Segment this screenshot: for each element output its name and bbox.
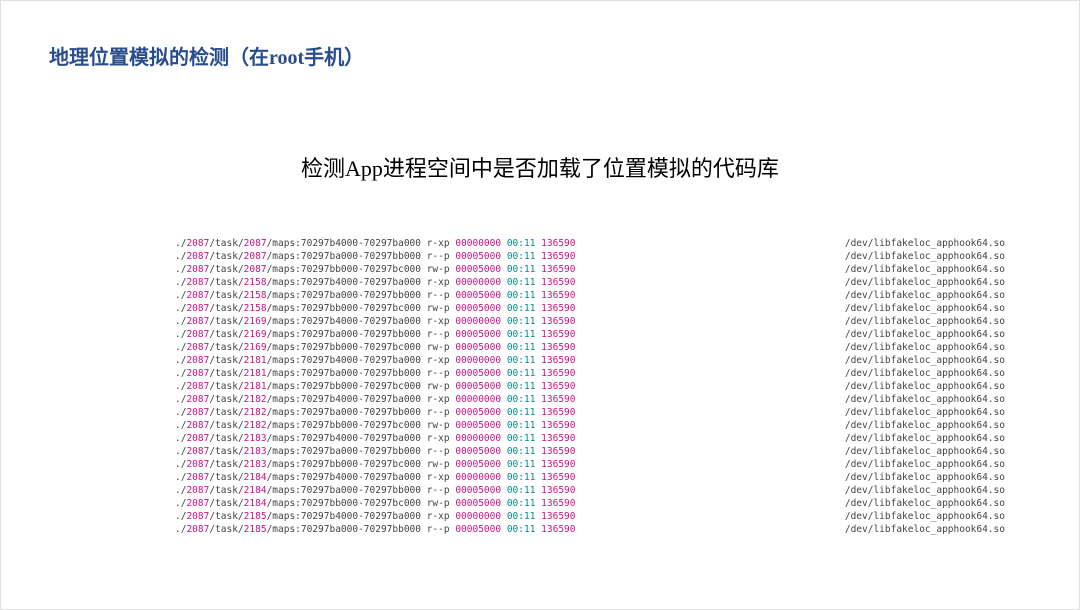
- terminal-row: ./2087/task/2181/maps:70297b4000-70297ba…: [175, 354, 1005, 367]
- terminal-row-left: ./2087/task/2184/maps:70297ba000-70297bb…: [175, 484, 575, 497]
- terminal-row: ./2087/task/2158/maps:70297ba000-70297bb…: [175, 289, 1005, 302]
- terminal-row-path: /dev/libfakeloc_apphook64.so: [845, 445, 1005, 458]
- terminal-row: ./2087/task/2184/maps:70297ba000-70297bb…: [175, 484, 1005, 497]
- terminal-row: ./2087/task/2181/maps:70297ba000-70297bb…: [175, 367, 1005, 380]
- terminal-row-path: /dev/libfakeloc_apphook64.so: [845, 432, 1005, 445]
- terminal-row-path: /dev/libfakeloc_apphook64.so: [845, 471, 1005, 484]
- terminal-row-path: /dev/libfakeloc_apphook64.so: [845, 328, 1005, 341]
- terminal-row: ./2087/task/2182/maps:70297b4000-70297ba…: [175, 393, 1005, 406]
- terminal-row: ./2087/task/2182/maps:70297ba000-70297bb…: [175, 406, 1005, 419]
- terminal-row-path: /dev/libfakeloc_apphook64.so: [845, 289, 1005, 302]
- terminal-row-path: /dev/libfakeloc_apphook64.so: [845, 250, 1005, 263]
- terminal-row-path: /dev/libfakeloc_apphook64.so: [845, 484, 1005, 497]
- terminal-row-left: ./2087/task/2169/maps:70297b4000-70297ba…: [175, 315, 575, 328]
- terminal-row: ./2087/task/2185/maps:70297b4000-70297ba…: [175, 510, 1005, 523]
- page-subtitle: 检测App进程空间中是否加载了位置模拟的代码库: [1, 151, 1079, 183]
- terminal-row: ./2087/task/2183/maps:70297b4000-70297ba…: [175, 432, 1005, 445]
- terminal-row-left: ./2087/task/2169/maps:70297bb000-70297bc…: [175, 341, 575, 354]
- terminal-row: ./2087/task/2184/maps:70297b4000-70297ba…: [175, 471, 1005, 484]
- terminal-row-left: ./2087/task/2182/maps:70297bb000-70297bc…: [175, 419, 575, 432]
- terminal-row: ./2087/task/2169/maps:70297b4000-70297ba…: [175, 315, 1005, 328]
- terminal-row-left: ./2087/task/2185/maps:70297ba000-70297bb…: [175, 523, 575, 536]
- terminal-row: ./2087/task/2158/maps:70297b4000-70297ba…: [175, 276, 1005, 289]
- terminal-row: ./2087/task/2169/maps:70297ba000-70297bb…: [175, 328, 1005, 341]
- terminal-row-path: /dev/libfakeloc_apphook64.so: [845, 393, 1005, 406]
- terminal-row-path: /dev/libfakeloc_apphook64.so: [845, 510, 1005, 523]
- terminal-row: ./2087/task/2184/maps:70297bb000-70297bc…: [175, 497, 1005, 510]
- page-title: 地理位置模拟的检测（在root手机）: [49, 41, 364, 70]
- terminal-row-left: ./2087/task/2181/maps:70297bb000-70297bc…: [175, 380, 575, 393]
- terminal-row: ./2087/task/2087/maps:70297b4000-70297ba…: [175, 237, 1005, 250]
- terminal-row: ./2087/task/2087/maps:70297ba000-70297bb…: [175, 250, 1005, 263]
- terminal-row: ./2087/task/2183/maps:70297ba000-70297bb…: [175, 445, 1005, 458]
- terminal-row-left: ./2087/task/2184/maps:70297bb000-70297bc…: [175, 497, 575, 510]
- terminal-row-path: /dev/libfakeloc_apphook64.so: [845, 497, 1005, 510]
- terminal-row-path: /dev/libfakeloc_apphook64.so: [845, 523, 1005, 536]
- terminal-row-left: ./2087/task/2087/maps:70297ba000-70297bb…: [175, 250, 575, 263]
- terminal-row-left: ./2087/task/2158/maps:70297ba000-70297bb…: [175, 289, 575, 302]
- terminal-row-path: /dev/libfakeloc_apphook64.so: [845, 458, 1005, 471]
- terminal-row-path: /dev/libfakeloc_apphook64.so: [845, 263, 1005, 276]
- terminal-row-path: /dev/libfakeloc_apphook64.so: [845, 380, 1005, 393]
- terminal-row-left: ./2087/task/2158/maps:70297b4000-70297ba…: [175, 276, 575, 289]
- terminal-row-left: ./2087/task/2183/maps:70297b4000-70297ba…: [175, 432, 575, 445]
- terminal-row-left: ./2087/task/2182/maps:70297b4000-70297ba…: [175, 393, 575, 406]
- terminal-row-left: ./2087/task/2185/maps:70297b4000-70297ba…: [175, 510, 575, 523]
- terminal-row-left: ./2087/task/2158/maps:70297bb000-70297bc…: [175, 302, 575, 315]
- terminal-row-left: ./2087/task/2181/maps:70297b4000-70297ba…: [175, 354, 575, 367]
- terminal-row-path: /dev/libfakeloc_apphook64.so: [845, 276, 1005, 289]
- terminal-row-left: ./2087/task/2183/maps:70297bb000-70297bc…: [175, 458, 575, 471]
- terminal-output: ./2087/task/2087/maps:70297b4000-70297ba…: [175, 237, 1005, 536]
- terminal-row-left: ./2087/task/2182/maps:70297ba000-70297bb…: [175, 406, 575, 419]
- terminal-row-path: /dev/libfakeloc_apphook64.so: [845, 302, 1005, 315]
- terminal-row-left: ./2087/task/2181/maps:70297ba000-70297bb…: [175, 367, 575, 380]
- terminal-row: ./2087/task/2185/maps:70297ba000-70297bb…: [175, 523, 1005, 536]
- terminal-row-left: ./2087/task/2184/maps:70297b4000-70297ba…: [175, 471, 575, 484]
- terminal-row-path: /dev/libfakeloc_apphook64.so: [845, 315, 1005, 328]
- terminal-row-left: ./2087/task/2087/maps:70297bb000-70297bc…: [175, 263, 575, 276]
- terminal-row-left: ./2087/task/2169/maps:70297ba000-70297bb…: [175, 328, 575, 341]
- terminal-row-path: /dev/libfakeloc_apphook64.so: [845, 341, 1005, 354]
- terminal-row: ./2087/task/2169/maps:70297bb000-70297bc…: [175, 341, 1005, 354]
- terminal-row: ./2087/task/2182/maps:70297bb000-70297bc…: [175, 419, 1005, 432]
- terminal-row: ./2087/task/2183/maps:70297bb000-70297bc…: [175, 458, 1005, 471]
- terminal-row: ./2087/task/2158/maps:70297bb000-70297bc…: [175, 302, 1005, 315]
- terminal-row-path: /dev/libfakeloc_apphook64.so: [845, 354, 1005, 367]
- terminal-row: ./2087/task/2181/maps:70297bb000-70297bc…: [175, 380, 1005, 393]
- terminal-row: ./2087/task/2087/maps:70297bb000-70297bc…: [175, 263, 1005, 276]
- terminal-row-path: /dev/libfakeloc_apphook64.so: [845, 237, 1005, 250]
- terminal-row-path: /dev/libfakeloc_apphook64.so: [845, 367, 1005, 380]
- terminal-row-left: ./2087/task/2087/maps:70297b4000-70297ba…: [175, 237, 575, 250]
- terminal-row-left: ./2087/task/2183/maps:70297ba000-70297bb…: [175, 445, 575, 458]
- terminal-row-path: /dev/libfakeloc_apphook64.so: [845, 406, 1005, 419]
- terminal-row-path: /dev/libfakeloc_apphook64.so: [845, 419, 1005, 432]
